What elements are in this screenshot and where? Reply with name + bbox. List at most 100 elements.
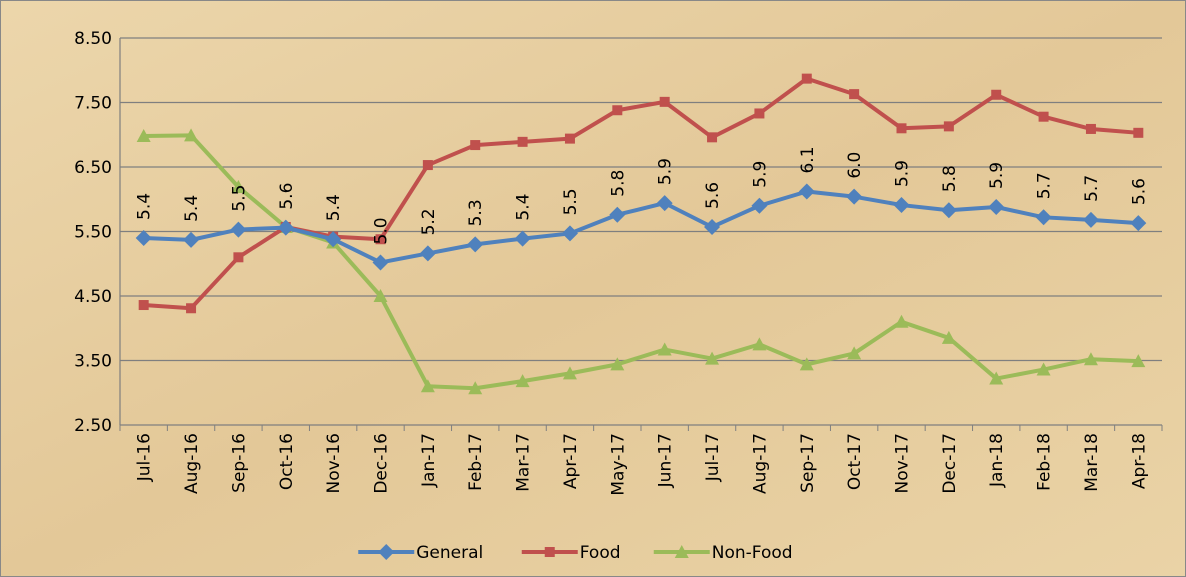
- marker: [893, 197, 910, 214]
- data-label: 5.2: [419, 208, 439, 235]
- marker: [1130, 215, 1147, 232]
- marker: [515, 374, 530, 388]
- legend-label: Food: [580, 543, 621, 563]
- x-tick-label: Mar-18: [1082, 433, 1102, 492]
- data-label: 5.6: [277, 183, 297, 210]
- marker: [610, 357, 625, 371]
- series-line: [143, 189, 1139, 265]
- marker: [378, 544, 395, 560]
- data-label: 5.5: [561, 188, 581, 215]
- x-tick-label: Feb-17: [466, 433, 486, 491]
- marker: [1083, 352, 1098, 366]
- x-tick-label: Oct-16: [277, 433, 297, 490]
- marker: [704, 218, 721, 235]
- data-label: 5.4: [135, 193, 155, 220]
- y-tick-label: 2.50: [74, 416, 112, 436]
- x-tick-label: Dec-16: [372, 433, 392, 494]
- data-label: 5.6: [703, 182, 723, 209]
- marker: [941, 330, 956, 344]
- y-tick-label: 5.50: [74, 223, 112, 243]
- x-tick-label: Jul-16: [135, 433, 155, 482]
- x-tick-label: Feb-18: [1035, 433, 1055, 491]
- marker: [561, 225, 578, 242]
- y-tick-label: 6.50: [74, 158, 112, 178]
- marker: [562, 366, 577, 380]
- x-tick-label: Nov-16: [324, 433, 344, 494]
- x-tick-label: Aug-16: [182, 433, 202, 494]
- marker: [372, 254, 389, 271]
- x-tick-label: Apr-18: [1129, 433, 1149, 489]
- data-label: 5.7: [1035, 172, 1055, 199]
- data-label: 5.4: [324, 194, 344, 221]
- marker: [609, 206, 626, 223]
- marker: [230, 221, 247, 238]
- marker: [1133, 127, 1144, 138]
- marker: [991, 89, 1002, 100]
- marker: [186, 303, 197, 314]
- marker: [544, 547, 555, 557]
- x-tick-label: May-17: [608, 433, 628, 496]
- marker: [657, 342, 672, 356]
- marker: [325, 231, 342, 248]
- y-tick-label: 4.50: [74, 287, 112, 307]
- marker: [751, 197, 768, 214]
- data-label: 6.1: [798, 146, 818, 173]
- y-tick-label: 7.50: [74, 94, 112, 114]
- data-label: 5.9: [893, 160, 913, 187]
- legend-label: Non-Food: [712, 543, 793, 563]
- marker: [277, 219, 294, 236]
- x-tick-label: Apr-17: [561, 433, 581, 489]
- marker: [1038, 111, 1049, 122]
- data-label: 5.7: [1082, 175, 1102, 202]
- marker: [754, 108, 765, 119]
- marker: [468, 381, 483, 395]
- marker: [135, 229, 152, 246]
- marker: [375, 234, 386, 245]
- marker: [1085, 123, 1096, 134]
- marker: [846, 188, 863, 205]
- marker: [1082, 211, 1099, 228]
- x-tick-label: Jun-17: [656, 433, 676, 488]
- data-label: 5.6: [1129, 178, 1149, 205]
- marker: [231, 179, 246, 193]
- marker: [988, 198, 1005, 215]
- marker: [1131, 354, 1146, 368]
- x-tick-label: Jul-17: [703, 433, 723, 482]
- marker: [752, 337, 767, 351]
- marker: [847, 346, 862, 360]
- x-tick-label: Mar-17: [514, 433, 534, 492]
- marker: [420, 379, 435, 393]
- marker: [659, 96, 670, 107]
- marker: [517, 136, 528, 147]
- marker: [1035, 209, 1052, 226]
- data-label: 5.0: [372, 217, 392, 244]
- marker: [801, 73, 812, 84]
- marker: [138, 300, 149, 311]
- marker: [514, 230, 531, 247]
- data-label: 5.9: [656, 158, 676, 185]
- data-label: 5.9: [987, 162, 1007, 189]
- x-tick-label: Oct-17: [845, 433, 865, 490]
- marker: [849, 89, 860, 100]
- marker: [707, 132, 718, 143]
- x-tick-label: Nov-17: [893, 433, 913, 494]
- marker: [419, 245, 436, 262]
- y-tick-label: 3.50: [74, 352, 112, 372]
- marker: [656, 195, 673, 212]
- data-label: 5.4: [514, 194, 534, 221]
- marker: [136, 129, 151, 143]
- data-label: 5.5: [229, 185, 249, 212]
- marker: [940, 202, 957, 219]
- marker: [705, 351, 720, 365]
- x-tick-label: Dec-17: [940, 433, 960, 494]
- legend-label: General: [416, 543, 483, 563]
- marker: [674, 545, 689, 558]
- marker: [233, 252, 244, 263]
- marker: [989, 371, 1004, 385]
- marker: [894, 314, 909, 328]
- marker: [798, 183, 815, 200]
- marker: [799, 357, 814, 371]
- marker: [943, 121, 954, 132]
